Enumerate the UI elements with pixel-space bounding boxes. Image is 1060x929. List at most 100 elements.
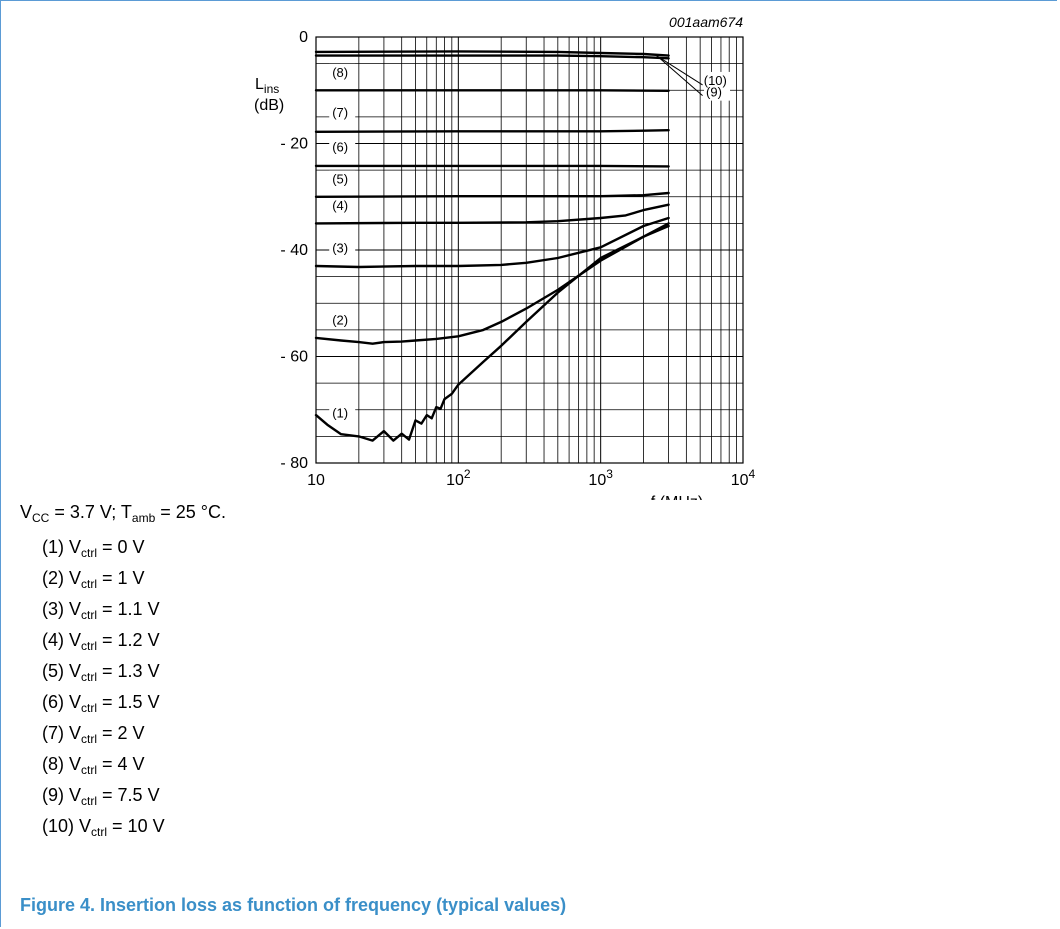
- x-tick-base: 10: [307, 472, 325, 489]
- legend-id: (10): [42, 816, 75, 836]
- legend-value: = 1.3 V: [97, 661, 160, 681]
- legend-value: = 1.5 V: [97, 692, 160, 712]
- legend-symbol: V: [69, 723, 82, 743]
- legend-item: (1) Vctrl = 0 V: [42, 532, 165, 563]
- y-axis-unit: (dB): [254, 97, 284, 114]
- legend-symbol: V: [69, 537, 82, 557]
- callout-label: (9): [706, 85, 722, 100]
- legend-value: = 4 V: [97, 754, 145, 774]
- legend-id: (4): [42, 630, 64, 650]
- legend-subscript: ctrl: [81, 732, 98, 746]
- y-tick-label: - 80: [280, 455, 308, 472]
- callout-label-bg: [704, 83, 731, 101]
- series-line: [314, 224, 670, 442]
- curve-label-bg: [329, 63, 356, 81]
- curve-label-bg: [329, 197, 356, 215]
- curve-label-bg: [329, 170, 356, 188]
- x-tick-base: 10: [588, 472, 606, 489]
- curve-label: (4): [332, 198, 348, 213]
- legend-item: (10) Vctrl = 10 V: [42, 811, 165, 842]
- legend-item: (3) Vctrl = 1.1 V: [42, 594, 165, 625]
- legend-symbol: V: [69, 630, 82, 650]
- x-tick-exponent: 3: [606, 467, 613, 481]
- legend-value: = 2 V: [97, 723, 145, 743]
- series-line: [314, 222, 670, 345]
- grid: [315, 36, 744, 464]
- legend-subscript: ctrl: [81, 794, 98, 808]
- curve-legend-list: (1) Vctrl = 0 V (2) Vctrl = 1 V (3) Vctr…: [42, 532, 165, 842]
- legend-id: (1): [42, 537, 64, 557]
- series-group: [314, 50, 703, 442]
- insertion-loss-chart: (1) (2) (3) (4) (5) (6) (7) (8) (10)(9) 0 - 20 - 40…: [254, 14, 756, 500]
- legend-value: = 1.1 V: [97, 599, 160, 619]
- legend-subscript: ctrl: [81, 577, 98, 591]
- y-axis-label: Lins: [255, 76, 279, 96]
- legend-id: (3): [42, 599, 64, 619]
- legend-subscript: ctrl: [91, 825, 108, 839]
- x-tick-label: 104: [731, 467, 756, 489]
- legend-subscript: ctrl: [81, 701, 98, 715]
- y-axis-label-sub: ins: [264, 82, 279, 96]
- series-line: [314, 89, 670, 93]
- legend-id: (7): [42, 723, 64, 743]
- curve-label: (8): [332, 65, 348, 80]
- legend-item: (4) Vctrl = 1.2 V: [42, 625, 165, 656]
- curve-label: (3): [332, 241, 348, 256]
- legend-symbol: V: [69, 754, 82, 774]
- x-tick-label: 103: [588, 467, 613, 489]
- vcc-value: = 3.7 V; T: [49, 502, 132, 522]
- legend-subscript: ctrl: [81, 639, 98, 653]
- vcc-subscript: CC: [32, 511, 50, 525]
- test-conditions: VCC = 3.7 V; Tamb = 25 °C.: [20, 502, 226, 525]
- curve-label-bg: [329, 138, 356, 156]
- y-tick-label: - 60: [280, 349, 308, 366]
- legend-value: = 0 V: [97, 537, 145, 557]
- legend-subscript: ctrl: [81, 763, 98, 777]
- series-line: [314, 203, 670, 225]
- y-tick-label: - 20: [280, 136, 308, 153]
- legend-item: (9) Vctrl = 7.5 V: [42, 780, 165, 811]
- callout-leader: [654, 54, 703, 86]
- series-line: [314, 50, 670, 57]
- y-tick-label: 0: [299, 29, 308, 46]
- legend-id: (9): [42, 785, 64, 805]
- curve-label: (5): [332, 171, 348, 186]
- tamb-subscript: amb: [131, 511, 156, 525]
- series-line: [314, 54, 670, 60]
- curve-label: (7): [332, 105, 348, 120]
- legend-id: (5): [42, 661, 64, 681]
- legend-value: = 1 V: [97, 568, 145, 588]
- legend-item: (2) Vctrl = 1 V: [42, 563, 165, 594]
- legend-symbol: V: [69, 785, 82, 805]
- x-tick-base: 10: [731, 472, 749, 489]
- text-group: (1) (2) (3) (4) (5) (6) (7) (8) (10)(9) 0 - 20 - 40…: [254, 14, 756, 500]
- vcc-symbol: V: [20, 502, 33, 522]
- x-tick-exponent: 4: [749, 467, 756, 481]
- x-tick-label: 102: [446, 467, 471, 489]
- curve-label: (2): [332, 313, 348, 328]
- x-axis-label: f (MHz): [651, 494, 703, 500]
- legend-symbol: V: [69, 568, 82, 588]
- y-tick-label: - 40: [280, 242, 308, 259]
- y-axis-label-main: L: [255, 76, 264, 93]
- legend-value: = 1.2 V: [97, 630, 160, 650]
- legend-id: (2): [42, 568, 64, 588]
- curve-label-bg: [329, 103, 356, 121]
- curve-label: (6): [332, 139, 348, 154]
- legend-value: = 7.5 V: [97, 785, 160, 805]
- legend-subscript: ctrl: [81, 608, 98, 622]
- series-line: [314, 164, 670, 168]
- legend-id: (6): [42, 692, 64, 712]
- series-line: [314, 191, 670, 199]
- curve-label-bg: [329, 404, 356, 422]
- legend-item: (6) Vctrl = 1.5 V: [42, 687, 165, 718]
- legend-symbol: V: [69, 692, 82, 712]
- legend-symbol: V: [69, 599, 82, 619]
- legend-subscript: ctrl: [81, 546, 98, 560]
- legend-id: (8): [42, 754, 64, 774]
- x-tick-base: 10: [446, 472, 464, 489]
- legend-symbol: V: [69, 661, 82, 681]
- curve-label: (1): [332, 406, 348, 421]
- callout-label: (10): [704, 73, 727, 88]
